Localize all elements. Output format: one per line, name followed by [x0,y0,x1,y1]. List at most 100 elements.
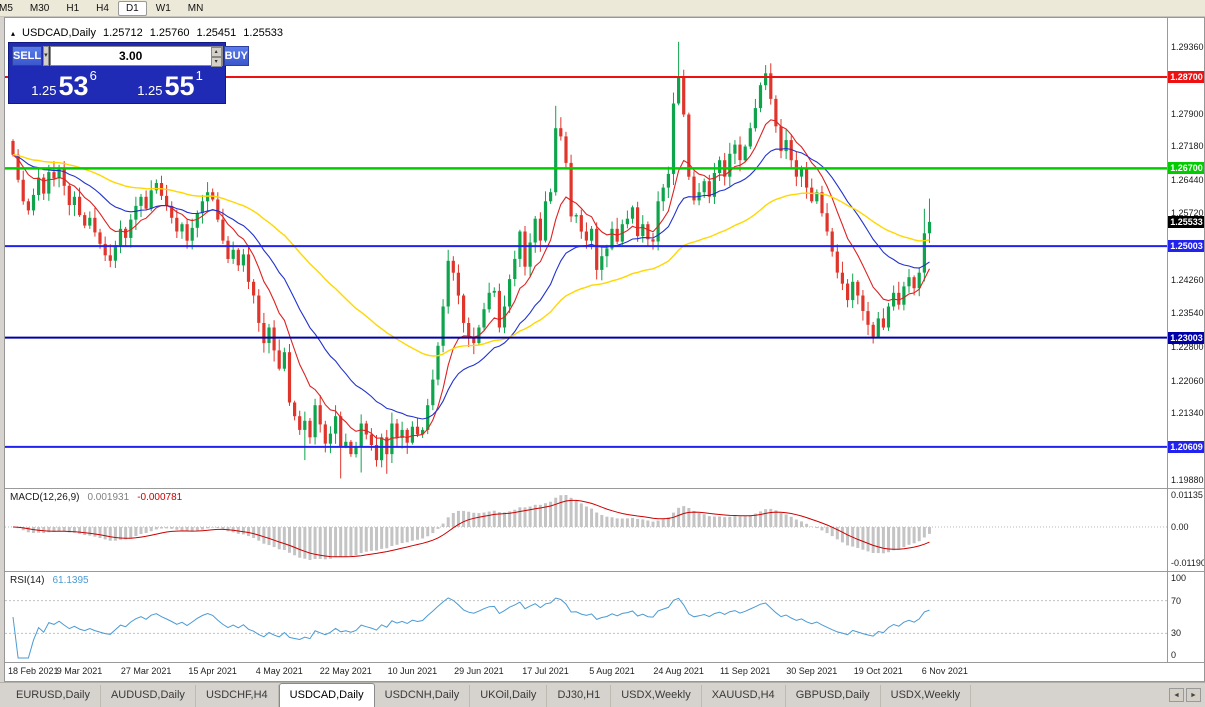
price-level-badge: 1.23003 [1168,331,1204,344]
timeframe-button-m30[interactable]: M30 [29,2,50,14]
date-axis-label: 6 Nov 2021 [921,666,968,676]
timeframe-button-mn[interactable]: MN [187,2,204,14]
ohlc-high: 1.25760 [149,27,190,39]
spinner-up-icon[interactable]: ▴ [210,47,222,57]
macd-name: MACD(12,26,9) [10,492,80,503]
price-axis-label: 1.23540 [1171,307,1204,318]
rsi-line [12,597,930,659]
ask-prefix: 1.25 [137,82,163,98]
rsi-axis-70: 70 [1171,596,1182,606]
chart-tab-bar: EURUSD,Daily AUDUSD,Daily USDCHF,H4 USDCAD,… [0,682,1205,707]
macd-chart-canvas[interactable] [5,489,1167,571]
tab-scroll-right-icon[interactable]: ► [1186,688,1201,702]
timeframe-button-h4[interactable]: H4 [96,2,109,14]
timeframe-button-w1[interactable]: W1 [155,2,171,14]
price-axis-label: 1.27900 [1171,108,1204,119]
ohlc-low: 1.25451 [196,27,237,39]
chart-tabs: EURUSD,Daily AUDUSD,Daily USDCHF,H4 USDCAD,… [6,683,972,707]
date-axis-label: 22 May 2021 [319,666,372,676]
tab-xauusd-h4[interactable]: XAUUSD,H4 [702,685,786,707]
rsi-axis-100: 100 [1171,573,1187,583]
date-axis-label: 4 May 2021 [255,666,303,676]
date-axis-label: 15 Apr 2021 [188,666,237,676]
ask-big-digits: 55 [164,71,195,102]
date-axis-label: 11 Sep 2021 [719,666,771,676]
spinner-down-icon[interactable]: ▾ [210,57,222,67]
price-level-badge: 1.25003 [1168,240,1204,253]
volume-spinner: ▴ ▾ [210,47,222,67]
rsi-indicator-label: RSI(14) 61.1395 [10,575,89,586]
volume-dropdown-button[interactable]: ▾ [43,46,49,66]
date-axis-label: 18 Feb 2021 [8,666,59,676]
date-axis-label: 17 Jul 2021 [522,666,569,676]
price-axis-label: 1.25720 [1171,208,1204,219]
tab-eurusd-daily[interactable]: EURUSD,Daily [6,685,101,707]
macd-indicator-label: MACD(12,26,9) 0.001931 -0.000781 [10,492,182,503]
rsi-value: 61.1395 [52,575,89,586]
ask-pip-fraction: 1 [195,68,203,83]
macd-axis-zero: 0.00 [1171,522,1189,532]
candles-group [11,41,932,479]
tab-scroll-controls: ◄ ► [1169,688,1201,702]
timeframe-button-d1[interactable]: D1 [117,0,147,16]
timeframe-button-group: M5 M30 H1 H4 D1 W1 MN [0,0,212,16]
price-axis-label: 1.19880 [1171,475,1204,486]
tab-usdcnh-daily[interactable]: USDCNH,Daily [375,685,471,707]
price-level-badge: 1.28700 [1168,70,1204,83]
pane-separator [5,662,1204,663]
date-axis-label: 5 Aug 2021 [589,666,635,676]
price-chart-canvas[interactable] [5,18,1167,488]
rsi-axis-0: 0 [1171,650,1177,660]
volume-input[interactable] [50,47,211,65]
tab-dj30-h1[interactable]: DJ30,H1 [547,685,612,707]
date-axis-label: 27 Mar 2021 [120,666,172,676]
sell-button[interactable]: SELL [12,46,43,66]
ohlc-close: 1.25533 [243,27,284,39]
price-axis-label: 1.22060 [1171,375,1204,386]
tab-audusd-daily[interactable]: AUDUSD,Daily [101,685,196,707]
bid-ask-row: 1.25 53 6 1.25 55 1 [12,69,222,100]
date-axis-label: 10 Jun 2021 [387,666,438,676]
price-axis-label: 1.21340 [1171,408,1204,419]
ask-price-display[interactable]: 1.25 55 1 [118,69,222,100]
tab-usdcad-daily[interactable]: USDCAD,Daily [278,683,375,707]
window-marker-icon: ▴ [11,28,16,38]
tab-usdchf-h4[interactable]: USDCHF,H4 [196,685,279,707]
price-axis-label: 1.26440 [1171,175,1204,186]
bid-pip-fraction: 6 [89,68,97,83]
timeframe-button-h1[interactable]: H1 [66,2,80,14]
buy-button[interactable]: BUY [223,46,249,66]
pane-separator[interactable] [5,488,1204,489]
bid-big-digits: 53 [58,71,89,102]
tab-scroll-left-icon[interactable]: ◄ [1169,688,1184,702]
price-level-badge: 1.26700 [1168,162,1204,175]
date-axis-label: 9 Mar 2021 [56,666,103,676]
price-axis-label: 1.27180 [1171,141,1204,152]
timeframe-button-m5[interactable]: M5 [0,2,13,14]
rsi-name: RSI(14) [10,575,45,586]
rsi-chart-canvas[interactable] [5,572,1167,662]
macd-axis-min: -0.01190 [1171,558,1205,568]
price-level-badge: 1.20609 [1168,440,1204,453]
tab-usdx-weekly[interactable]: USDX,Weekly [611,685,702,707]
date-axis-label: 24 Aug 2021 [653,666,704,676]
volume-field: ▴▾ [49,46,223,67]
macd-signal-line [12,499,930,558]
price-axis-separator [1167,18,1168,663]
trade-controls-row: SELL ▾ ▴▾ BUY [12,46,249,67]
tab-ukoil-daily[interactable]: UKOil,Daily [470,685,548,707]
macd-value-main: 0.001931 [87,492,130,503]
tab-usdx-weekly[interactable]: USDX,Weekly [881,685,972,707]
pane-separator[interactable] [5,571,1204,572]
ma-line-24 [12,147,930,420]
ma-line-60 [12,154,930,357]
timeframe-toolbar: M5 M30 H1 H4 D1 W1 MN [0,0,1205,17]
bid-price-display[interactable]: 1.25 53 6 [12,69,116,100]
tab-gbpusd-daily[interactable]: GBPUSD,Daily [786,685,881,707]
rsi-axis-30: 30 [1171,628,1182,638]
price-axis-label: 1.24260 [1171,274,1204,285]
bid-prefix: 1.25 [31,82,57,98]
ohlc-open: 1.25712 [102,27,143,39]
date-axis-label: 29 Jun 2021 [454,666,504,676]
